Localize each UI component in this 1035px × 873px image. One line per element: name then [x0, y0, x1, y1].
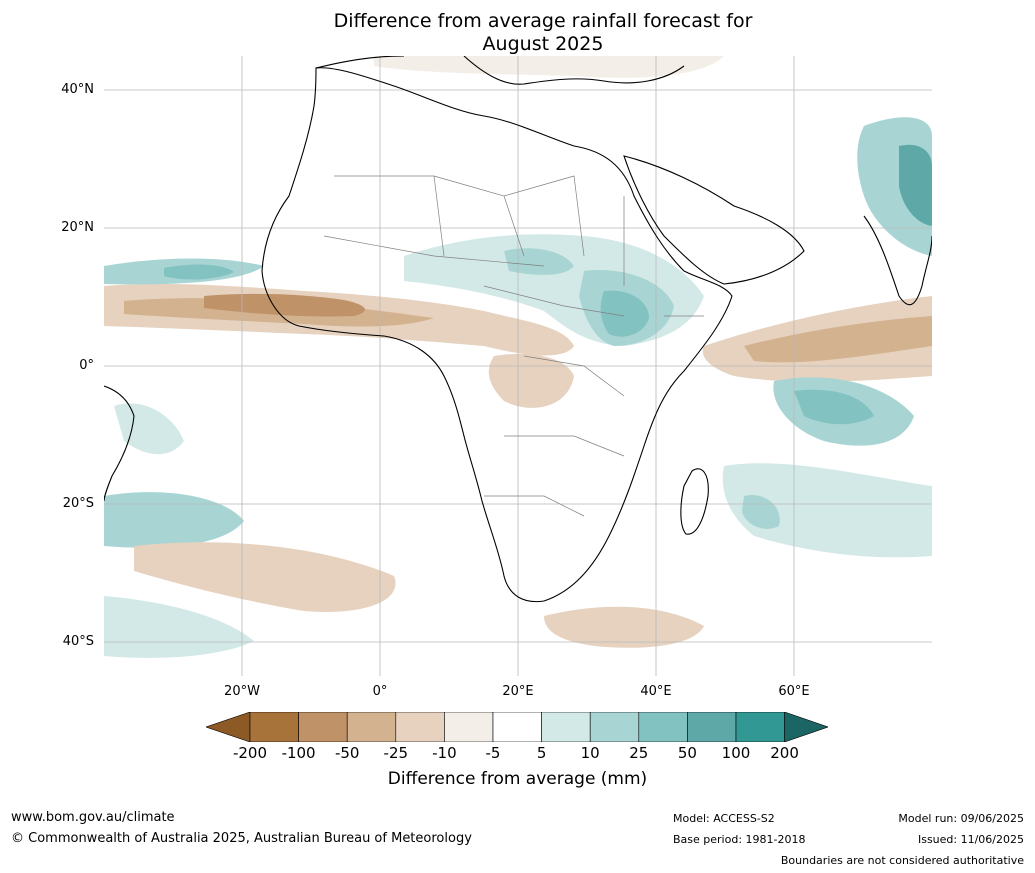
madagascar-coastline	[680, 468, 709, 535]
lon-label-20w: 20°W	[224, 684, 260, 699]
colorbar-swatch	[395, 711, 445, 743]
colorbar-wet-extend	[784, 711, 829, 743]
dry-south-indian	[544, 606, 704, 648]
dry-central-africa	[488, 353, 574, 408]
base-period-text: Base period: 1981-2018	[673, 833, 806, 846]
wet-southern-ocean	[104, 596, 254, 658]
wet-east-core	[600, 290, 649, 337]
colorbar-tick-label: -5	[485, 744, 501, 762]
africa-coastline	[261, 67, 733, 603]
colorbar-swatch	[638, 711, 688, 743]
colorbar-swatch	[492, 711, 542, 743]
wet-sahel-west	[504, 248, 574, 275]
lat-label-0: 0°	[79, 358, 94, 373]
country-borders	[323, 175, 704, 517]
model-run-text: Model run: 09/06/2025	[898, 812, 1024, 825]
wet-south-indian-core	[742, 495, 780, 529]
colorbar-swatches	[205, 711, 829, 743]
colorbar-tick-label: 25	[629, 744, 649, 762]
wet-south-atlantic-west	[114, 403, 184, 455]
wet-south-indian	[722, 463, 932, 558]
colorbar-tick-label: -100	[281, 744, 316, 762]
issued-text: Issued: 11/06/2025	[917, 833, 1024, 846]
wet-india-core	[899, 144, 932, 226]
dry-south-atlantic	[134, 542, 396, 612]
coastlines	[104, 56, 932, 603]
map-canvas	[104, 56, 932, 676]
lat-label-20n: 20°N	[61, 220, 94, 235]
europe-coastline	[315, 56, 685, 85]
graticule	[104, 56, 932, 676]
brazil-coastline	[104, 385, 135, 502]
colorbar-tick-label: -200	[232, 744, 268, 762]
wet-indian-core	[794, 389, 874, 425]
colorbar-tick-label: 5	[536, 744, 547, 762]
anomaly-shading	[104, 56, 932, 658]
dry-north	[374, 56, 724, 78]
colorbar-tick-label: 10	[580, 744, 600, 762]
wet-south-atlantic	[104, 492, 244, 548]
colorbar-swatch	[346, 711, 397, 743]
colorbar-tick-label: 100	[721, 744, 751, 762]
dry-peak-west-africa	[204, 293, 365, 317]
colorbar-swatch	[249, 711, 299, 743]
rainfall-anomaly-map	[104, 56, 932, 676]
lon-label-40e: 40°E	[640, 684, 672, 699]
map-title: Difference from average rainfall forecas…	[0, 10, 1035, 56]
colorbar-tick-label: -25	[383, 744, 409, 762]
colorbar-tick-label: -10	[432, 744, 457, 762]
wet-atlantic-core	[164, 264, 234, 280]
colorbar-tick-label: 200	[770, 744, 799, 762]
lat-label-40s: 40°S	[62, 634, 94, 649]
model-text: Model: ACCESS-S2	[673, 812, 775, 825]
india-coastline	[863, 215, 932, 306]
colorbar-swatch	[735, 711, 785, 743]
colorbar-label: Difference from average (mm)	[387, 769, 648, 789]
lon-label-0: 0°	[372, 684, 388, 699]
lon-label-60e: 60°E	[778, 684, 810, 699]
lat-label-20s: 20°S	[62, 496, 94, 511]
website-link[interactable]: www.bom.gov.au/climate	[11, 810, 175, 825]
colorbar-swatch	[298, 711, 348, 743]
colorbar-swatch	[687, 711, 737, 743]
colorbar-tick-label: 50	[677, 744, 697, 762]
colorbar-swatch	[541, 711, 591, 743]
title-line-1: Difference from average rainfall forecas…	[333, 10, 753, 32]
colorbar-tick-label: -50	[334, 744, 360, 762]
arabia-coastline	[623, 155, 805, 285]
dry-indian-core	[744, 316, 932, 363]
lon-label-20e: 20°E	[502, 684, 534, 699]
colorbar-swatch	[589, 711, 640, 743]
disclaimer-text: Boundaries are not considered authoritat…	[780, 854, 1024, 867]
copyright-text: © Commonwealth of Australia 2025, Austra…	[11, 831, 472, 846]
colorbar-dry-extend	[205, 711, 251, 743]
colorbar	[205, 711, 829, 743]
lat-label-40n: 40°N	[61, 82, 94, 97]
colorbar-swatch	[444, 711, 494, 743]
title-line-2: August 2025	[482, 33, 604, 55]
